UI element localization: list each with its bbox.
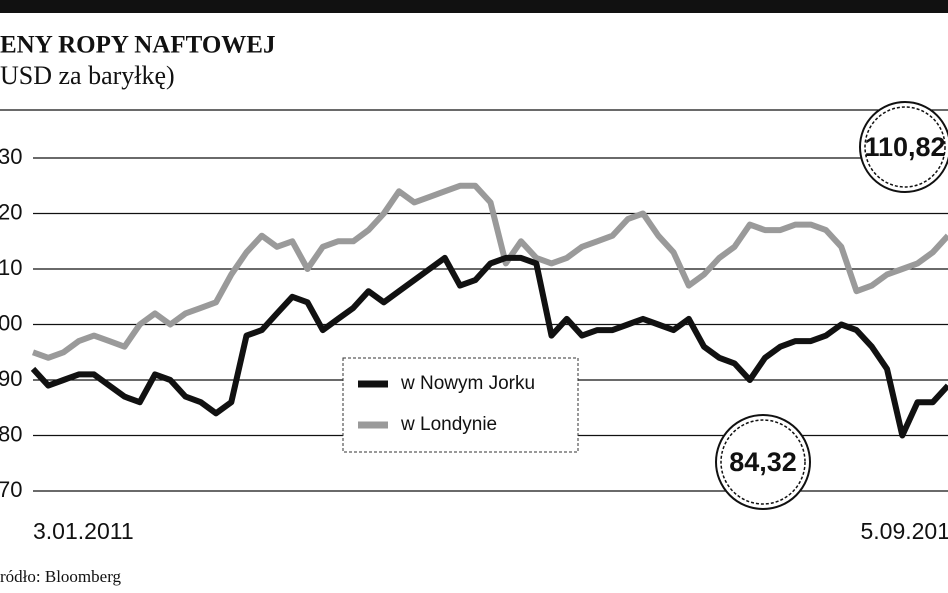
source: ródło: Bloomberg (0, 567, 122, 586)
callout-ring (864, 106, 946, 188)
callout-label: 110,82 (864, 132, 945, 162)
y-tick-label: 00 (0, 310, 22, 335)
series-line (30, 254, 948, 439)
top-bar (0, 0, 948, 13)
legend-box (342, 357, 579, 453)
x-tick-label: 3.01.2011 (33, 518, 134, 544)
chart-title: ENY ROPY NAFTOWEJ (0, 32, 275, 59)
callout-ring (720, 419, 806, 505)
legend-label: w Nowym Jorku (400, 373, 535, 394)
y-tick-label: 80 (0, 421, 22, 446)
y-tick-label: 70 (0, 477, 22, 502)
callout-circle (715, 414, 811, 510)
chart-subtitle: USD za baryłkę) (0, 61, 175, 90)
x-tick-label: 5.09.201 (860, 518, 948, 544)
y-tick-label: 10 (0, 255, 22, 280)
series-line (31, 182, 948, 361)
y-tick-label: 90 (0, 366, 22, 391)
callout-circle (859, 101, 948, 193)
y-tick-label: 30 (0, 144, 22, 169)
legend-label: w Londynie (400, 414, 497, 435)
y-tick-label: 20 (0, 199, 22, 224)
callout-label: 84,32 (729, 447, 797, 477)
